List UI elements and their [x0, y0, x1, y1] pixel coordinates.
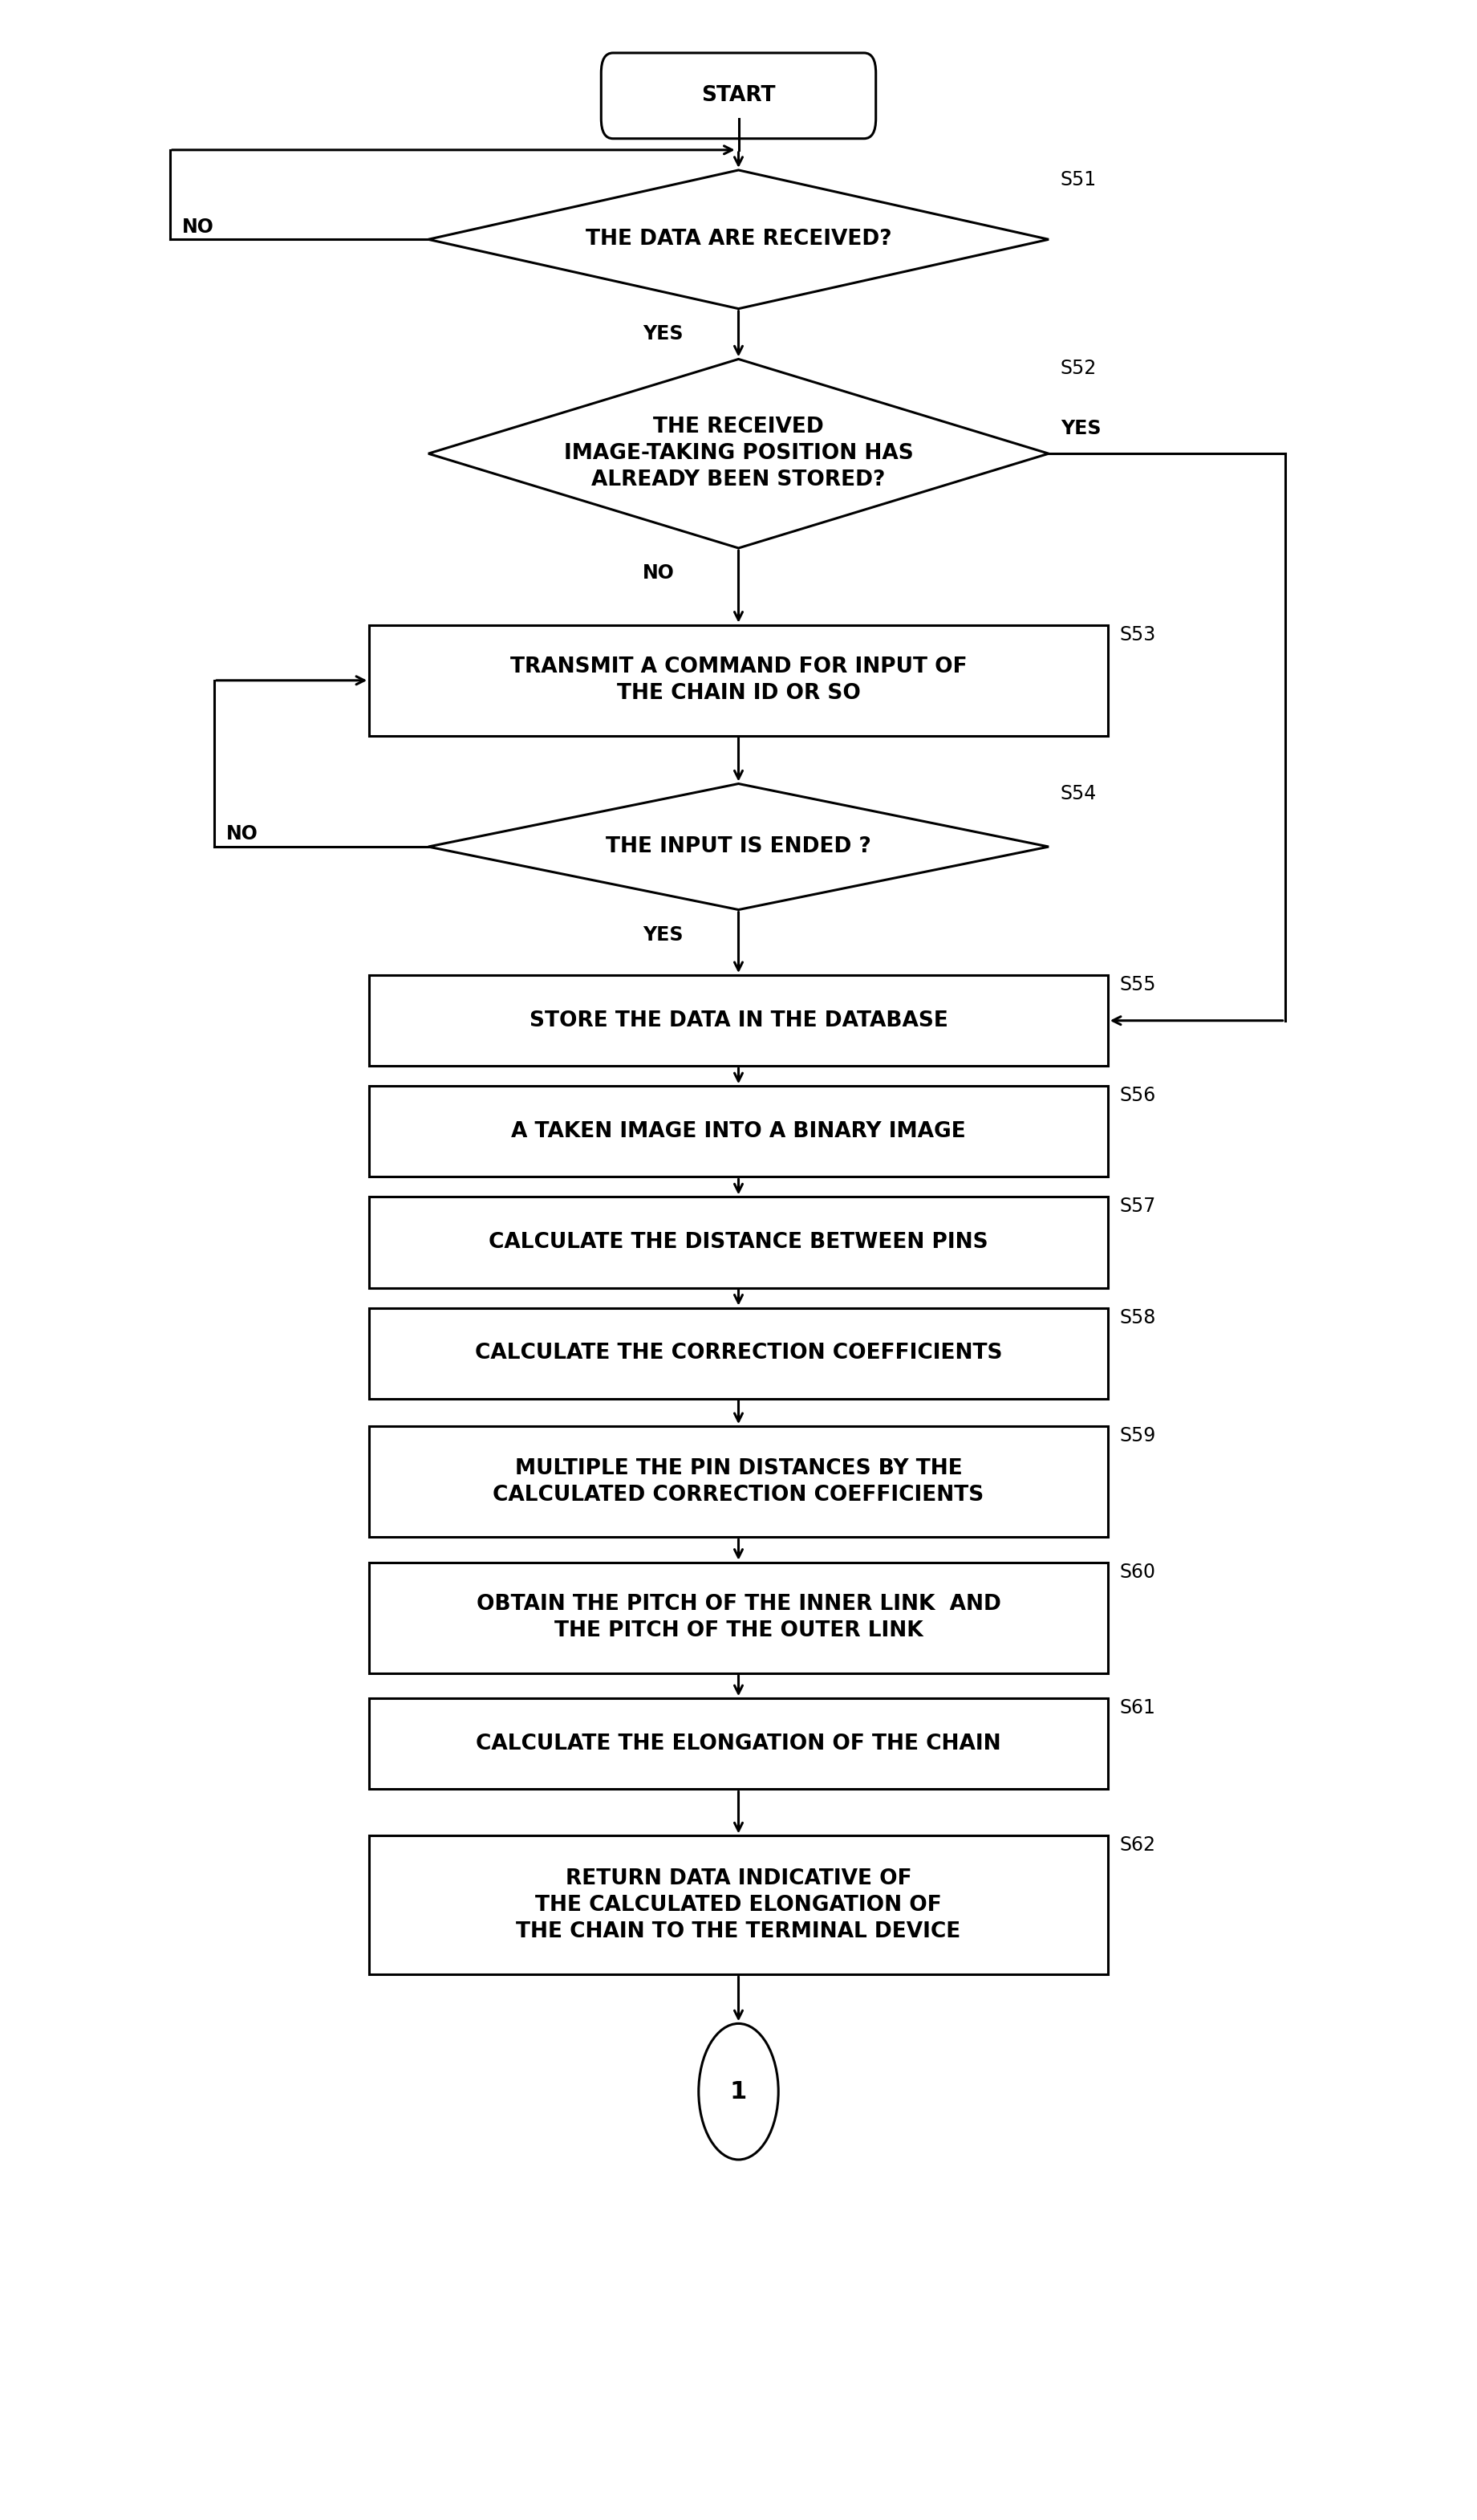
Text: YES: YES: [642, 325, 682, 343]
Text: S56: S56: [1120, 1086, 1156, 1106]
Text: YES: YES: [642, 925, 682, 945]
Text: 1: 1: [730, 2079, 747, 2104]
Text: S54: S54: [1060, 784, 1097, 804]
Bar: [369, 625, 1108, 736]
Polygon shape: [428, 360, 1049, 549]
Bar: [369, 1562, 1108, 1673]
Text: S58: S58: [1120, 1308, 1156, 1328]
Text: S52: S52: [1060, 360, 1097, 378]
Text: S59: S59: [1120, 1426, 1156, 1446]
Text: OBTAIN THE PITCH OF THE INNER LINK  AND
THE PITCH OF THE OUTER LINK: OBTAIN THE PITCH OF THE INNER LINK AND T…: [476, 1595, 1001, 1641]
Bar: [369, 1426, 1108, 1537]
Text: NO: NO: [642, 564, 675, 582]
Text: THE INPUT IS ENDED ?: THE INPUT IS ENDED ?: [606, 837, 871, 857]
Polygon shape: [428, 171, 1049, 307]
Text: NO: NO: [226, 824, 258, 844]
Text: THE DATA ARE RECEIVED?: THE DATA ARE RECEIVED?: [585, 229, 892, 249]
Text: CALCULATE THE CORRECTION COEFFICIENTS: CALCULATE THE CORRECTION COEFFICIENTS: [474, 1343, 1003, 1363]
Text: THE RECEIVED
IMAGE-TAKING POSITION HAS
ALREADY BEEN STORED?: THE RECEIVED IMAGE-TAKING POSITION HAS A…: [564, 416, 913, 491]
Text: S55: S55: [1120, 975, 1156, 995]
Text: S57: S57: [1120, 1197, 1156, 1217]
Polygon shape: [428, 784, 1049, 910]
Circle shape: [699, 2024, 778, 2160]
Text: S60: S60: [1120, 1562, 1155, 1583]
Bar: [369, 1197, 1108, 1288]
Text: CALCULATE THE ELONGATION OF THE CHAIN: CALCULATE THE ELONGATION OF THE CHAIN: [476, 1734, 1001, 1754]
Bar: [369, 1086, 1108, 1177]
Text: A TAKEN IMAGE INTO A BINARY IMAGE: A TAKEN IMAGE INTO A BINARY IMAGE: [511, 1121, 966, 1142]
FancyBboxPatch shape: [601, 53, 876, 139]
Text: TRANSMIT A COMMAND FOR INPUT OF
THE CHAIN ID OR SO: TRANSMIT A COMMAND FOR INPUT OF THE CHAI…: [510, 658, 967, 703]
Text: S61: S61: [1120, 1698, 1155, 1719]
Bar: [369, 1308, 1108, 1399]
Text: CALCULATE THE DISTANCE BETWEEN PINS: CALCULATE THE DISTANCE BETWEEN PINS: [489, 1232, 988, 1252]
Text: RETURN DATA INDICATIVE OF
THE CALCULATED ELONGATION OF
THE CHAIN TO THE TERMINAL: RETURN DATA INDICATIVE OF THE CALCULATED…: [515, 1867, 962, 1943]
Text: S62: S62: [1120, 1835, 1155, 1855]
Text: S51: S51: [1060, 171, 1097, 189]
Text: S53: S53: [1120, 625, 1156, 645]
Text: NO: NO: [182, 217, 214, 237]
Bar: [369, 1698, 1108, 1789]
Text: STORE THE DATA IN THE DATABASE: STORE THE DATA IN THE DATABASE: [529, 1011, 948, 1031]
Text: YES: YES: [1060, 418, 1100, 438]
Text: MULTIPLE THE PIN DISTANCES BY THE
CALCULATED CORRECTION COEFFICIENTS: MULTIPLE THE PIN DISTANCES BY THE CALCUL…: [493, 1459, 984, 1504]
Text: START: START: [702, 86, 775, 106]
Bar: [369, 975, 1108, 1066]
Bar: [369, 1835, 1108, 1976]
